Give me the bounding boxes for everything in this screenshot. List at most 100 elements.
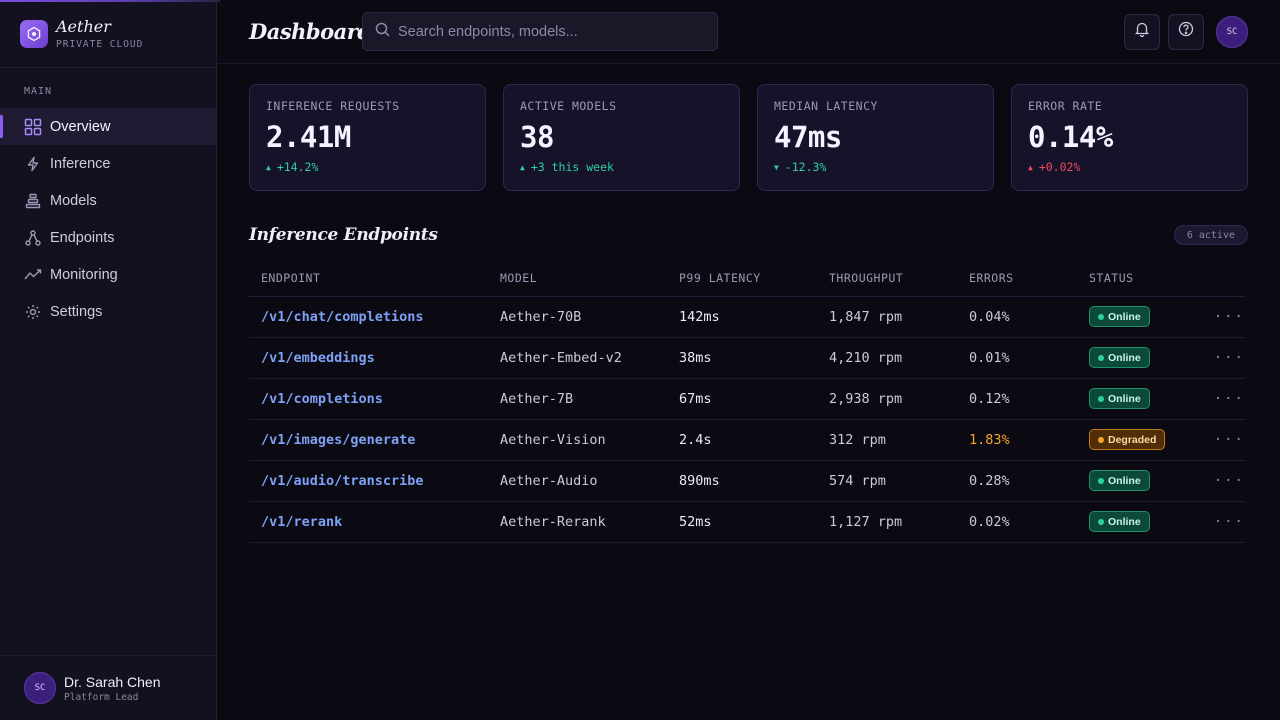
triangle-up-icon: ▲ [1028,162,1033,172]
sidebar-item-endpoints[interactable]: Endpoints [0,219,216,256]
user-role: Platform Lead [64,691,139,703]
user-profile[interactable]: SC Dr. Sarah Chen Platform Lead [0,655,216,720]
help-icon [1178,21,1194,42]
model-cell: Aether-70B [488,296,667,338]
latency-cell: 890ms [667,460,817,502]
user-name: Dr. Sarah Chen [64,673,161,690]
model-cell: Aether-Audio [488,460,667,502]
endpoint-link[interactable]: /v1/images/generate [249,419,488,461]
column-header-actions [1185,261,1245,297]
endpoint-link[interactable]: /v1/completions [249,378,488,420]
stat-value: 0.14% [1028,120,1113,154]
row-menu-button[interactable]: ··· [1185,378,1245,420]
search-box[interactable] [362,12,718,51]
sidebar-item-label: Monitoring [50,266,118,283]
stat-value: 2.41M [266,120,351,154]
brand[interactable]: Aether PRIVATE CLOUD [0,0,216,68]
search-input[interactable] [398,23,698,40]
column-header-model[interactable]: MODEL [488,261,667,297]
sidebar-item-overview[interactable]: Overview [0,108,216,145]
stat-value: 47ms [774,120,842,154]
stat-card-median-latency: MEDIAN LATENCY 47ms ▼ -12.3% [757,84,994,191]
throughput-cell: 312 rpm [817,419,957,461]
stat-delta: ▼ -12.3% [774,160,827,174]
page-title: Dashboard [249,19,372,44]
column-header-throughput[interactable]: THROUGHPUT [817,261,957,297]
status-dot-icon [1098,436,1104,443]
column-header-endpoint[interactable]: ENDPOINT [249,261,488,297]
help-button[interactable] [1168,13,1204,50]
status-dot-icon [1098,354,1104,361]
stat-value: 38 [520,120,554,154]
sidebar-item-label: Endpoints [50,229,115,246]
main-area: Dashboard SC [217,0,1280,720]
status-badge: Online [1089,470,1150,491]
row-menu-button[interactable]: ··· [1185,501,1245,543]
throughput-cell: 574 rpm [817,460,957,502]
sidebar-item-models[interactable]: Models [0,182,216,219]
stat-label: MEDIAN LATENCY [774,99,878,113]
stat-card-error-rate: ERROR RATE 0.14% ▲ +0.02% [1011,84,1248,191]
errors-cell: 0.28% [957,460,1077,502]
sidebar-item-label: Overview [50,118,111,135]
status-badge: Online [1089,388,1150,409]
stat-label: INFERENCE REQUESTS [266,99,400,113]
search-icon [375,22,390,42]
grid-icon [24,118,42,136]
nav-section-label: MAIN [24,86,53,97]
column-header-latency[interactable]: P99 LATENCY [667,261,817,297]
model-cell: Aether-Vision [488,419,667,461]
endpoint-link[interactable]: /v1/audio/transcribe [249,460,488,502]
endpoint-link[interactable]: /v1/chat/completions [249,296,488,338]
latency-cell: 2.4s [667,419,817,461]
active-count-badge: 6 active [1173,225,1248,245]
table-row[interactable]: /v1/images/generate Aether-Vision 2.4s 3… [249,419,1245,461]
stat-cards: INFERENCE REQUESTS 2.41M ▲ +14.2% ACTIVE … [249,84,1248,191]
bolt-icon [24,155,42,173]
header-avatar[interactable]: SC [1216,15,1248,48]
latency-cell: 142ms [667,296,817,338]
dashboard-content: INFERENCE REQUESTS 2.41M ▲ +14.2% ACTIVE … [217,64,1280,543]
sidebar-nav: Overview Inference Models Endpoints [0,108,216,330]
throughput-cell: 1,127 rpm [817,501,957,543]
latency-cell: 52ms [667,501,817,543]
row-menu-button[interactable]: ··· [1185,337,1245,379]
table-row[interactable]: /v1/completions Aether-7B 67ms 2,938 rpm… [249,378,1245,420]
endpoint-link[interactable]: /v1/embeddings [249,337,488,379]
bell-icon [1134,21,1150,42]
table-row[interactable]: /v1/embeddings Aether-Embed-v2 38ms 4,21… [249,337,1245,379]
sidebar-item-monitoring[interactable]: Monitoring [0,256,216,293]
sidebar-item-inference[interactable]: Inference [0,145,216,182]
throughput-cell: 2,938 rpm [817,378,957,420]
model-cell: Aether-Embed-v2 [488,337,667,379]
section-title: Inference Endpoints [249,225,438,245]
row-menu-button[interactable]: ··· [1185,296,1245,338]
brand-subtitle: PRIVATE CLOUD [56,39,144,50]
row-menu-button[interactable]: ··· [1185,460,1245,502]
status-badge: Online [1089,347,1150,368]
stat-card-active-models: ACTIVE MODELS 38 ▲ +3 this week [503,84,740,191]
notifications-button[interactable] [1124,13,1160,50]
status-cell: Online [1077,378,1185,420]
throughput-cell: 4,210 rpm [817,337,957,379]
stat-delta: ▲ +0.02% [1028,160,1081,174]
status-dot-icon [1098,477,1104,484]
endpoint-link[interactable]: /v1/rerank [249,501,488,543]
stat-delta: ▲ +3 this week [520,160,614,174]
status-badge: Online [1089,306,1150,327]
stat-card-inference-requests: INFERENCE REQUESTS 2.41M ▲ +14.2% [249,84,486,191]
table-row[interactable]: /v1/rerank Aether-Rerank 52ms 1,127 rpm … [249,501,1245,543]
latency-cell: 38ms [667,337,817,379]
column-header-status[interactable]: STATUS [1077,261,1185,297]
layers-icon [24,192,42,210]
table-row[interactable]: /v1/chat/completions Aether-70B 142ms 1,… [249,296,1245,338]
row-menu-button[interactable]: ··· [1185,419,1245,461]
column-header-errors[interactable]: ERRORS [957,261,1077,297]
sidebar-item-settings[interactable]: Settings [0,293,216,330]
status-badge: Online [1089,511,1150,532]
stat-label: ERROR RATE [1028,99,1103,113]
status-badge: Degraded [1089,429,1166,450]
table-row[interactable]: /v1/audio/transcribe Aether-Audio 890ms … [249,460,1245,502]
throughput-cell: 1,847 rpm [817,296,957,338]
errors-cell: 0.12% [957,378,1077,420]
